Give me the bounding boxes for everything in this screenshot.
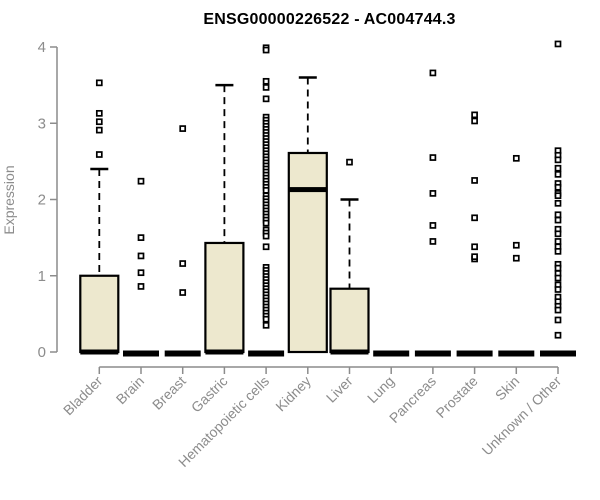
x-category-label: Prostate (433, 373, 481, 421)
collapsed-box-skin (498, 350, 535, 357)
outlier-point-brain (137, 252, 145, 260)
outlier-point-unknown-other (554, 183, 562, 191)
y-tick-label: 2 (38, 192, 46, 209)
outlier-point-liver (346, 158, 353, 166)
outlier-point-hematopoietic-cells (262, 219, 270, 227)
y-tick-label: 0 (38, 344, 46, 361)
outlier-point-hematopoietic-cells (262, 84, 270, 91)
outlier-point-pancreas (429, 154, 437, 161)
x-category-label: Brain (113, 373, 147, 407)
outlier-point-prostate (471, 177, 478, 184)
collapsed-box-brain (123, 350, 159, 357)
outlier-point-unknown-other (554, 316, 562, 324)
x-category-label: Bladder (60, 373, 106, 419)
outlier-point-unknown-other (554, 264, 562, 272)
outlier-point-bladder (95, 126, 103, 134)
outlier-point-unknown-other (554, 274, 562, 282)
outlier-point-pancreas (429, 222, 437, 229)
collapsed-box-hematopoietic-cells (248, 350, 285, 357)
outlier-point-brain (137, 234, 145, 241)
median-kidney (288, 187, 327, 193)
outlier-point-pancreas (429, 69, 437, 77)
outlier-point-hematopoietic-cells (262, 77, 270, 85)
outlier-point-pancreas (429, 190, 437, 197)
outlier-point-hematopoietic-cells (262, 315, 270, 323)
outlier-point-prostate (471, 243, 478, 251)
outlier-point-prostate (471, 111, 478, 119)
outlier-point-unknown-other (554, 230, 562, 238)
y-tick-label: 1 (38, 268, 46, 285)
collapsed-box-pancreas (414, 350, 451, 357)
outlier-point-unknown-other (554, 40, 562, 48)
outlier-point-unknown-other (554, 331, 562, 339)
outlier-point-unknown-other (554, 286, 562, 293)
outlier-point-skin (512, 154, 520, 162)
median-gastric (205, 349, 244, 355)
median-bladder (80, 349, 119, 355)
box-kidney (287, 151, 328, 354)
outlier-point-unknown-other (554, 156, 562, 164)
collapsed-box-unknown-other (540, 350, 576, 357)
outlier-point-skin (512, 241, 520, 249)
outlier-point-unknown-other (554, 306, 562, 314)
outlier-point-prostate (471, 214, 478, 222)
outlier-point-pancreas (429, 238, 437, 245)
outlier-point-bladder (95, 79, 103, 87)
outlier-point-bladder (95, 118, 103, 126)
outlier-point-hematopoietic-cells (262, 232, 270, 240)
x-category-label: Unknown / Other (479, 373, 565, 459)
outlier-point-skin (512, 254, 520, 262)
collapsed-box-lung (373, 350, 410, 357)
x-category-label: Skin (492, 373, 523, 404)
median-liver (330, 349, 369, 355)
outlier-point-brain (137, 269, 145, 277)
outlier-point-hematopoietic-cells (262, 95, 270, 103)
y-tick-label: 3 (38, 115, 46, 132)
outlier-point-unknown-other (554, 164, 562, 172)
outlier-point-unknown-other (554, 170, 562, 178)
outlier-point-bladder (95, 151, 103, 158)
outlier-point-unknown-other (554, 238, 562, 245)
outlier-point-prostate (471, 253, 478, 261)
box-bladder (79, 274, 120, 354)
x-category-label: Liver (323, 373, 356, 406)
outlier-point-unknown-other (554, 248, 562, 255)
outlier-point-hematopoietic-cells (262, 321, 270, 329)
outlier-point-prostate (471, 117, 478, 125)
outlier-point-breast (179, 260, 187, 267)
outlier-point-bladder (95, 109, 103, 117)
outlier-point-hematopoietic-cells (262, 46, 270, 54)
x-category-label: Kidney (272, 373, 314, 415)
outlier-point-hematopoietic-cells (262, 243, 270, 251)
box-gastric (204, 241, 245, 354)
x-category-label: Lung (364, 373, 397, 406)
outlier-point-hematopoietic-cells (262, 187, 270, 194)
x-category-label: Breast (149, 373, 189, 413)
outlier-point-unknown-other (554, 199, 562, 207)
outlier-point-unknown-other (554, 192, 562, 200)
outlier-point-unknown-other (554, 211, 562, 219)
chart-title: ENSG00000226522 - AC004744.3 (203, 11, 456, 28)
collapsed-box-prostate (456, 350, 493, 357)
outlier-point-brain (137, 283, 145, 290)
outlier-point-brain (137, 177, 145, 185)
outlier-point-breast (179, 289, 187, 296)
box-liver (329, 287, 370, 354)
y-tick-label: 4 (38, 39, 46, 56)
outlier-point-unknown-other (554, 216, 562, 224)
outlier-point-breast (179, 125, 187, 132)
collapsed-box-breast (164, 350, 201, 357)
